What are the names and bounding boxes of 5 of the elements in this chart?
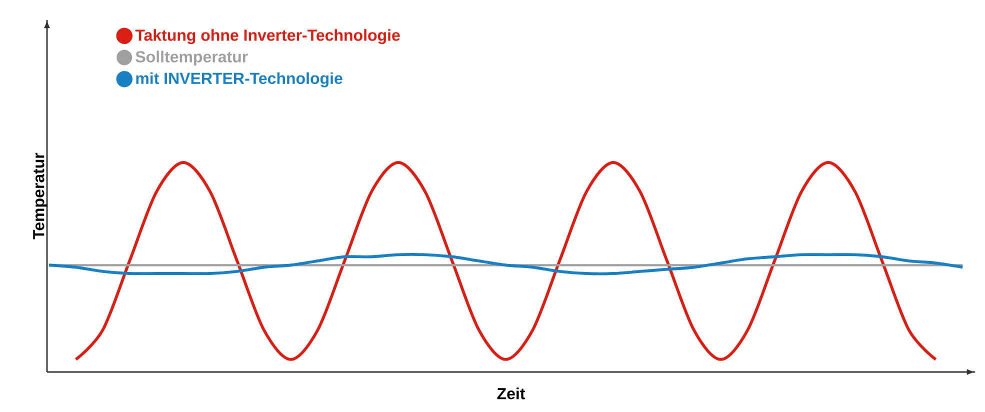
x-axis-title: Zeit: [497, 388, 526, 400]
legend-label: mit INVERTER-Technologie: [136, 72, 342, 88]
legend-label: Solltemperatur: [136, 50, 248, 66]
legend-label: Taktung ohne Inverter-Technologie: [135, 29, 400, 44]
y-axis-title: Temperatur: [33, 152, 48, 240]
